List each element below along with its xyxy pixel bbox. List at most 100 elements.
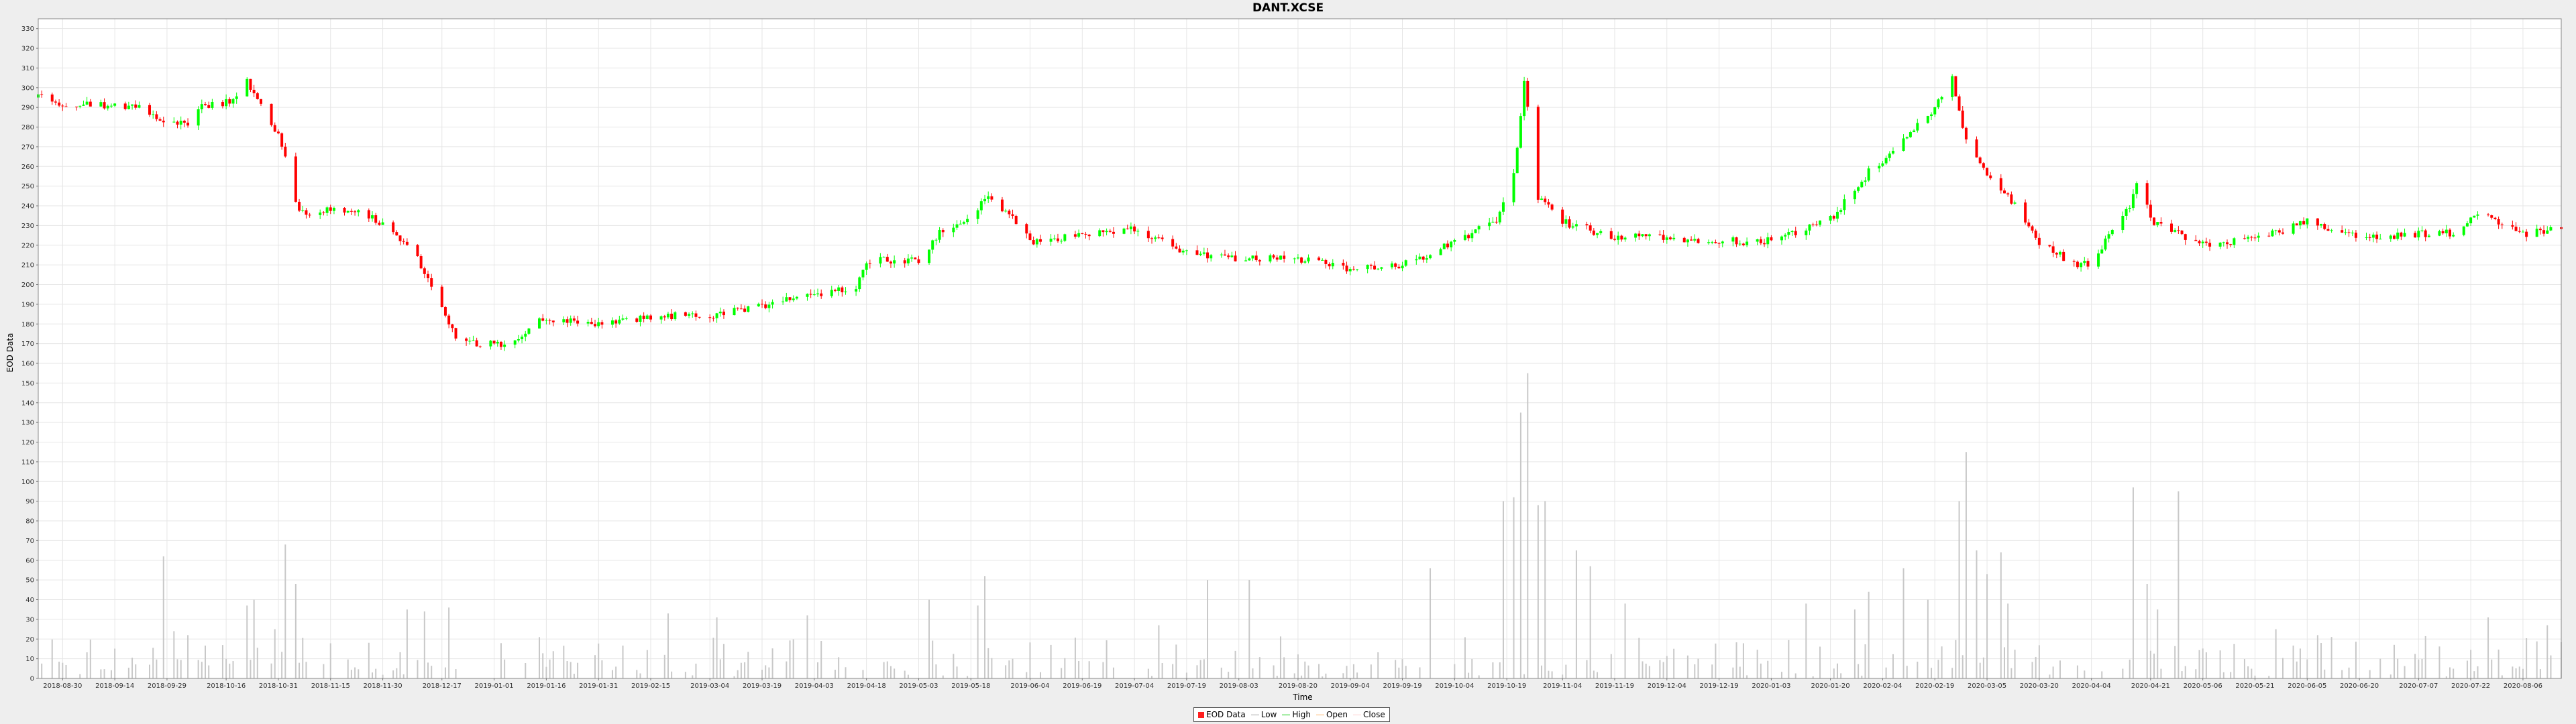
candle-body [1446,243,1449,247]
legend-label-low: Low [1260,710,1277,719]
candle-body [1721,241,1724,244]
volume-bar [894,668,896,678]
candle-body [1693,239,1697,241]
volume-bar [1454,664,1456,678]
candle-body [273,125,276,132]
candle-body [503,345,506,347]
volume-bar [180,660,182,678]
candle-body [1690,239,1693,241]
candle-body [1293,258,1296,259]
candle-body [61,105,64,107]
candle-body [430,278,433,287]
candle-body [246,78,249,97]
candle-body [1794,231,1797,235]
candle-body [465,339,468,341]
legend-label-close: Close [1363,710,1385,719]
volume-bar [786,661,788,678]
candle-body [1592,230,1595,235]
candle-body [1199,253,1202,255]
candle-body [566,319,569,323]
volume-bar [2526,638,2528,678]
volume-bar [2348,667,2350,678]
candle-body [868,263,871,264]
candle-body [2198,241,2201,244]
candle-body [1463,235,1466,240]
x-tick-label: 2020-05-06 [2184,682,2222,690]
candle-body [2037,237,2041,245]
candle-body [2400,232,2403,237]
candle-body [1746,241,1749,245]
volume-bar [542,653,544,678]
volume-bar [1228,672,1230,678]
candle-body [2253,237,2257,239]
candle-body [256,93,259,99]
candle-body [1269,255,1272,262]
candle-body [402,241,405,242]
candle-body [812,294,816,296]
y-tick-label: 230 [21,223,34,230]
candle-body [2229,244,2233,245]
candle-body [979,201,983,210]
legend: EOD Data Low High Open Close [1193,707,1390,722]
volume-bar [500,643,502,678]
volume-bar [176,659,178,678]
volume-bar [845,667,847,678]
y-tick-label: 260 [21,164,34,171]
candle-body [1248,258,1251,261]
volume-bar [2316,635,2318,678]
candle-body [1975,139,1978,158]
candle-body [572,318,576,321]
candle-body [635,318,639,322]
y-tick-label: 140 [21,400,34,407]
y-tick-label: 290 [21,105,34,112]
candle-body [99,102,103,107]
volume-bar [820,641,822,678]
candle-body [2465,223,2469,227]
y-tick-label: 10 [25,656,34,663]
candle-body [747,306,750,312]
candle-body [1175,246,1178,249]
volume-bar [598,643,600,678]
volume-bar [1301,675,1303,678]
candle-body [82,105,85,106]
candle-body [2497,219,2500,225]
candle-body [440,286,443,307]
volume-bar [2466,660,2468,678]
candle-body [914,257,917,259]
volume-bar [281,652,283,678]
volume-bar [768,667,770,678]
volume-bar [573,674,575,678]
candle-body [1547,202,1550,205]
candle-body [2225,242,2229,245]
candle-body [830,290,833,296]
x-tick-label: 2019-01-16 [527,682,566,690]
volume-bar [1610,654,1612,678]
candle-body [1328,263,1331,267]
candle-body [513,340,517,345]
candle-body [903,260,906,263]
candle-body [451,324,454,328]
volume-bar [789,640,791,678]
candle-body [1439,249,1442,255]
candle-body [1731,237,1735,242]
volume-bar [1902,568,1904,678]
x-tick-label: 2020-08-06 [2504,682,2542,690]
candle-body [841,287,844,292]
volume-bar [566,661,568,678]
candle-body [2149,204,2152,218]
candle-body [2153,217,2156,225]
volume-bar [1951,668,1953,678]
candle-body [2371,234,2375,238]
volume-bar [737,670,739,678]
candle-body [1077,233,1081,237]
volume-bar [1185,672,1187,678]
volume-bar [956,666,958,678]
y-tick-label: 120 [21,439,34,446]
volume-bar [719,659,721,678]
volume-bar [2324,669,2326,678]
volume-bar [1151,676,1153,678]
volume-bar [1012,658,1014,678]
volume-bar [2153,653,2155,678]
volume-bar [639,673,641,678]
